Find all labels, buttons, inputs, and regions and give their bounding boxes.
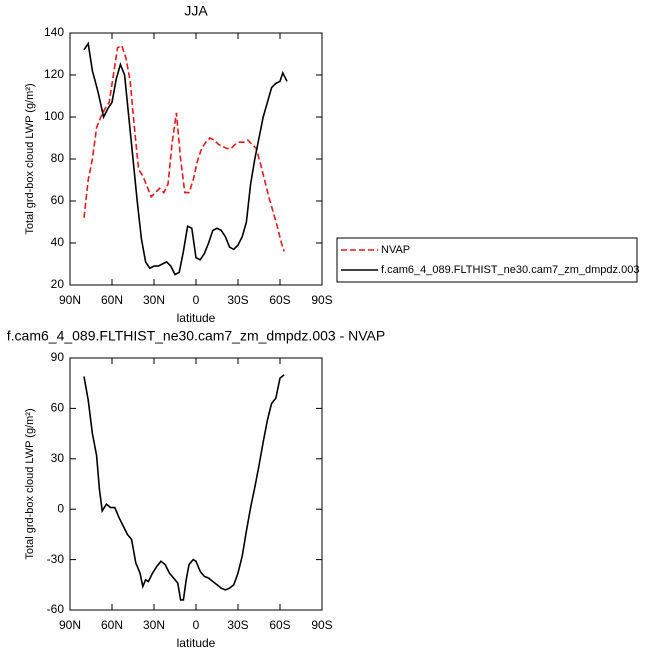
legend-box (336, 237, 638, 283)
y-axis-label: Total grd-box cloud LWP (g/m²) (24, 408, 36, 559)
x-tick-label: 30N (143, 293, 165, 307)
y-tick-label: -60 (47, 602, 65, 616)
y-tick-label: 60 (51, 401, 65, 415)
x-axis-label: latitude (177, 311, 216, 325)
data-line (83, 41, 288, 276)
data-line (83, 44, 285, 252)
x-tick-label: 90S (311, 293, 332, 307)
data-line (83, 374, 285, 601)
y-tick-label: 40 (51, 235, 65, 249)
plot-frame (69, 32, 323, 286)
y-tick-label: -30 (47, 552, 65, 566)
y-tick-label: 60 (51, 193, 65, 207)
x-tick-label: 30S (227, 618, 248, 632)
x-tick-label: 60N (101, 293, 123, 307)
legend-label: NVAP (381, 244, 410, 256)
x-tick-label: 0 (193, 618, 200, 632)
x-tick-label: 30N (143, 618, 165, 632)
y-tick-label: 90 (51, 350, 65, 364)
x-tick-label: 90S (311, 618, 332, 632)
y-tick-label: 30 (51, 451, 65, 465)
legend-label: f.cam6_4_089.FLTHIST_ne30.cam7_zm_dmpdz.… (381, 264, 639, 276)
plot-frame (69, 357, 323, 611)
y-tick-label: 140 (44, 25, 64, 39)
y-tick-label: 80 (51, 151, 65, 165)
chart-title: f.cam6_4_089.FLTHIST_ne30.cam7_zm_dmpdz.… (7, 328, 385, 344)
y-axis-label: Total grd-box cloud LWP (g/m²) (24, 83, 36, 234)
y-tick-label: 0 (57, 501, 64, 515)
x-tick-label: 60S (269, 293, 290, 307)
x-tick-label: 30S (227, 293, 248, 307)
x-axis-label: latitude (177, 636, 216, 650)
x-tick-label: 60N (101, 618, 123, 632)
x-tick-label: 90N (59, 293, 81, 307)
x-tick-label: 60S (269, 618, 290, 632)
x-tick-label: 0 (193, 293, 200, 307)
y-tick-label: 100 (44, 109, 64, 123)
y-tick-label: 120 (44, 67, 64, 81)
chart-title: JJA (184, 3, 208, 19)
y-tick-label: 20 (51, 277, 65, 291)
x-tick-label: 90N (59, 618, 81, 632)
